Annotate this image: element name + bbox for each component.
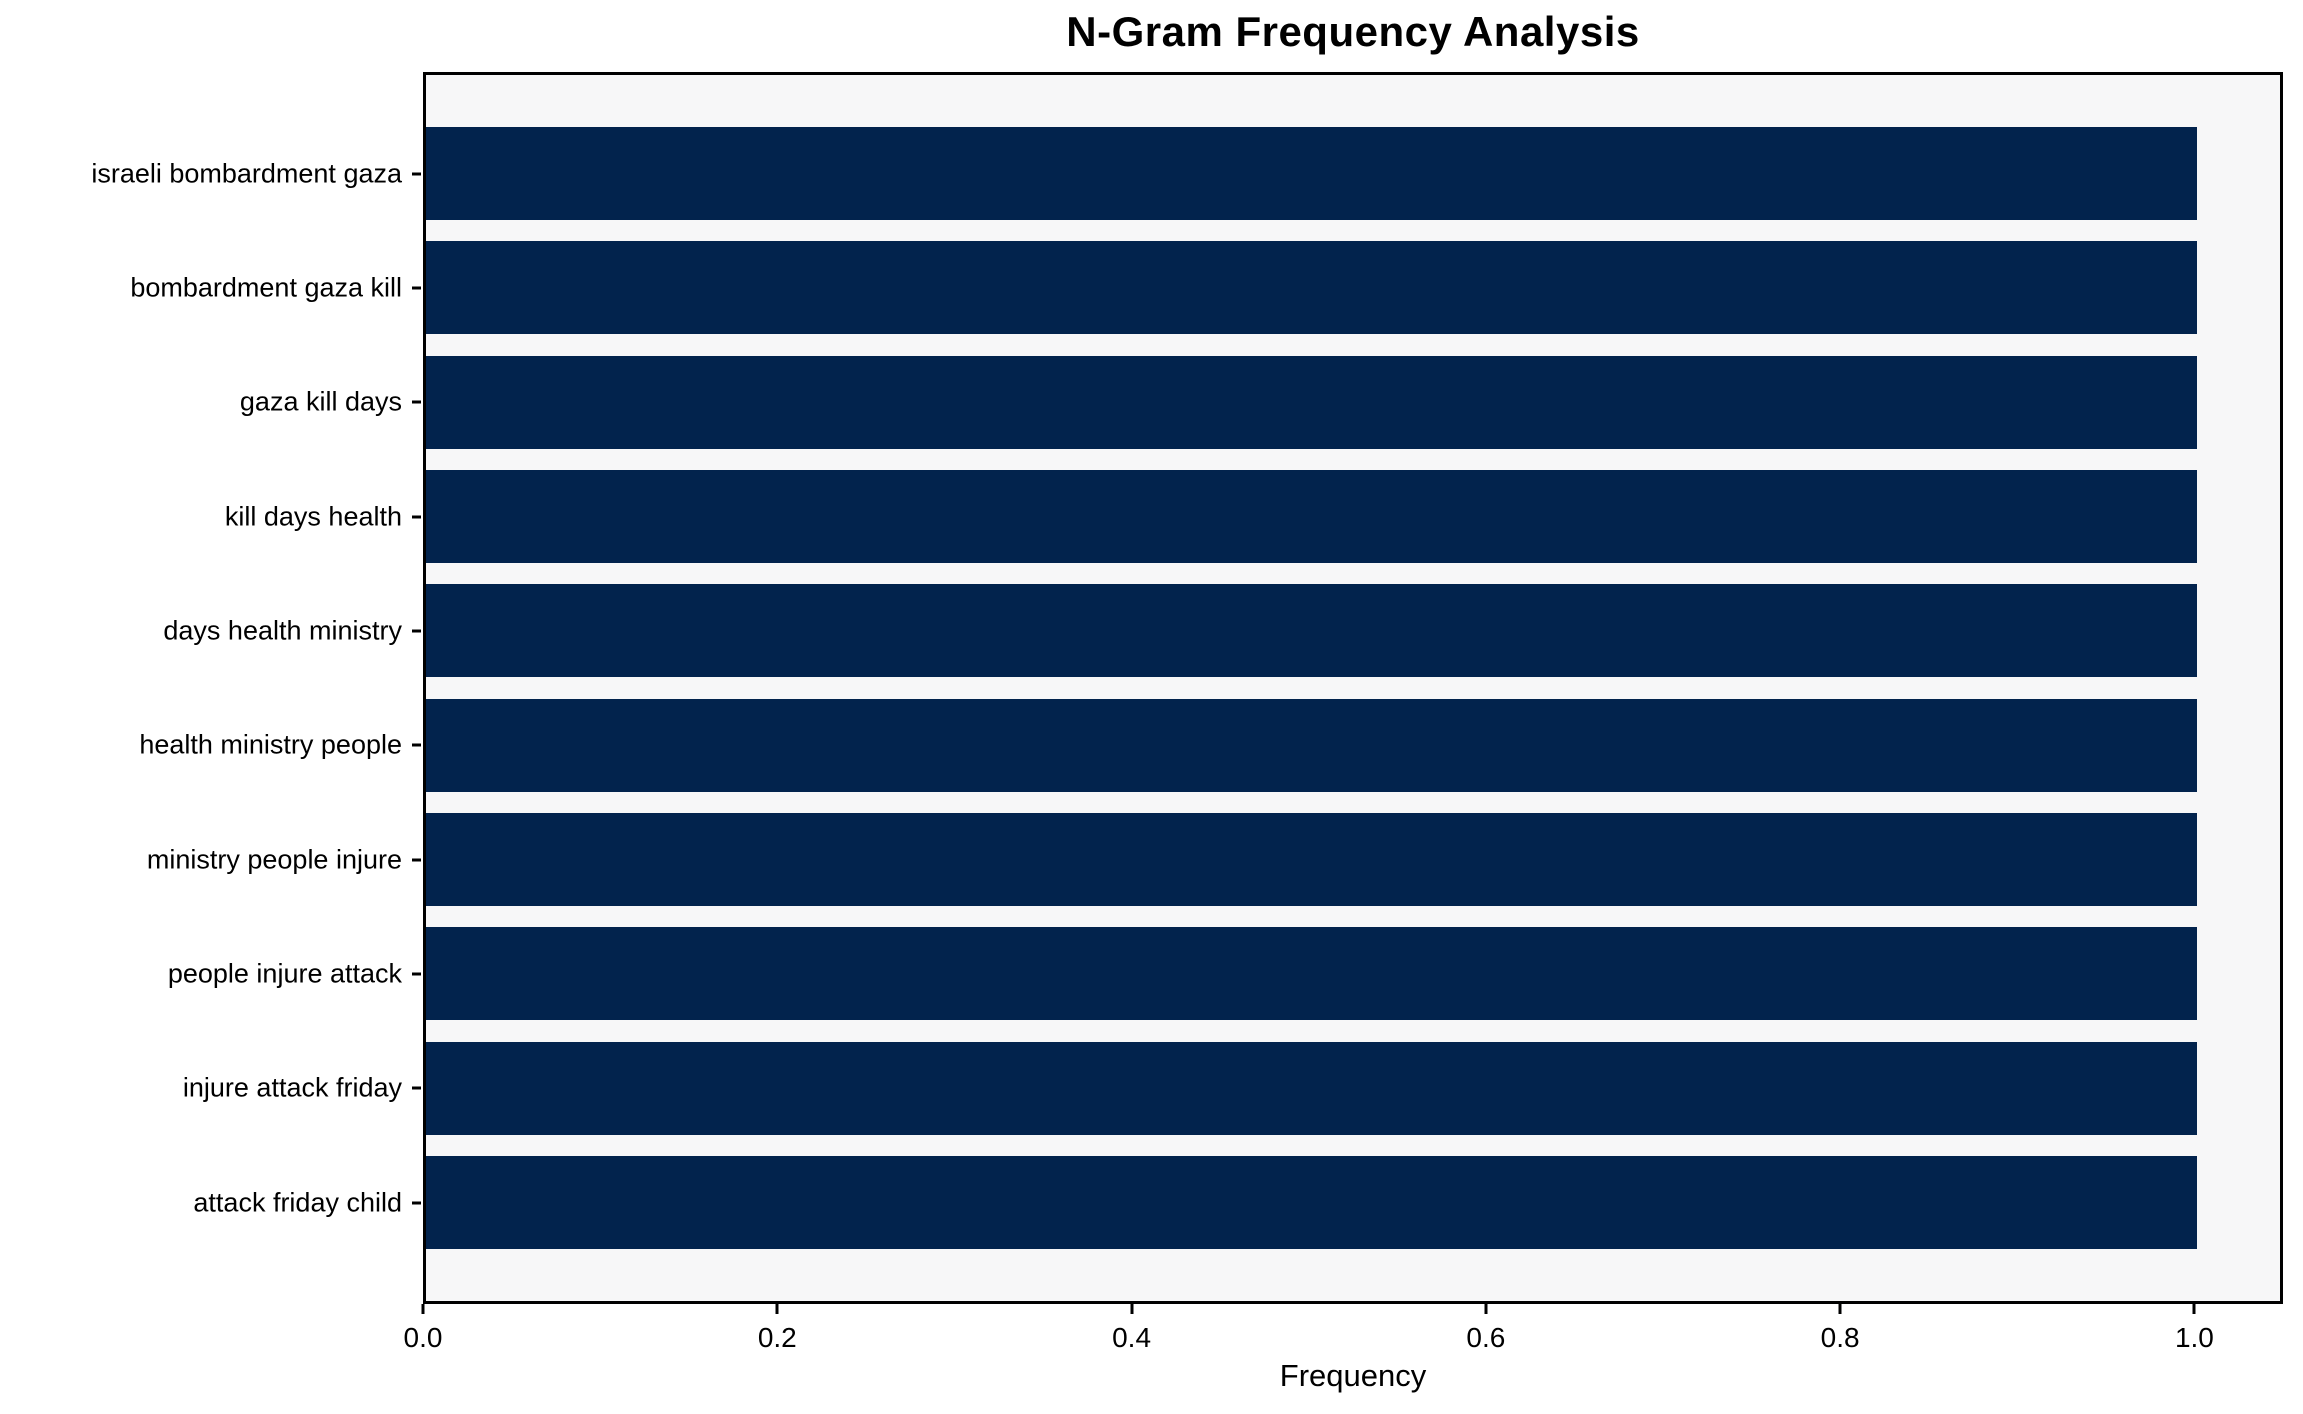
y-tick-mark — [412, 1201, 421, 1204]
bar — [426, 127, 2198, 220]
chart-title: N-Gram Frequency Analysis — [1066, 8, 1640, 55]
y-tick-label: health ministry people — [139, 729, 402, 760]
bar — [426, 584, 2198, 678]
bar — [426, 698, 2198, 792]
y-tick-mark — [412, 629, 421, 633]
y-tick-mark — [412, 515, 421, 518]
bar — [426, 355, 2198, 449]
x-tick-mark — [1838, 1304, 1842, 1314]
x-tick-mark — [1130, 1304, 1134, 1314]
y-tick-mark — [412, 172, 421, 175]
x-axis-label: Frequency — [1279, 1358, 1427, 1393]
y-tick-label: ministry people injure — [146, 844, 402, 874]
x-tick-mark — [1484, 1304, 1488, 1314]
bar — [426, 1156, 2198, 1249]
y-tick-label: bombardment gaza kill — [130, 272, 402, 303]
y-tick-label: kill days health — [224, 501, 402, 531]
y-tick-mark — [412, 858, 421, 861]
y-tick-mark — [412, 286, 421, 290]
y-tick-label: injure attack friday — [182, 1072, 402, 1103]
x-tick-label: 0.2 — [757, 1322, 797, 1353]
x-tick-label: 0.0 — [403, 1322, 443, 1353]
x-tick-mark — [2192, 1304, 2196, 1314]
x-tick-mark — [775, 1304, 779, 1314]
y-tick-mark — [412, 400, 421, 404]
x-tick-label: 0.4 — [1112, 1322, 1152, 1353]
x-tick-mark — [421, 1304, 425, 1314]
bar — [426, 1041, 2198, 1135]
y-tick-label: gaza kill days — [239, 386, 402, 417]
y-tick-mark — [412, 1086, 421, 1090]
x-tick-label: 0.8 — [1820, 1322, 1860, 1353]
y-tick-label: israeli bombardment gaza — [91, 158, 402, 188]
x-tick-label: 0.6 — [1466, 1322, 1506, 1353]
y-tick-mark — [412, 743, 421, 747]
bar — [426, 470, 2198, 563]
y-tick-label: people injure attack — [167, 958, 402, 989]
bar — [426, 241, 2198, 335]
y-tick-mark — [412, 972, 421, 976]
plot-area — [423, 72, 2283, 1304]
y-tick-label: days health ministry — [163, 615, 402, 646]
bar — [426, 927, 2198, 1021]
bar — [426, 813, 2198, 906]
x-tick-label: 1.0 — [2174, 1322, 2214, 1353]
y-tick-label: attack friday child — [193, 1187, 402, 1217]
